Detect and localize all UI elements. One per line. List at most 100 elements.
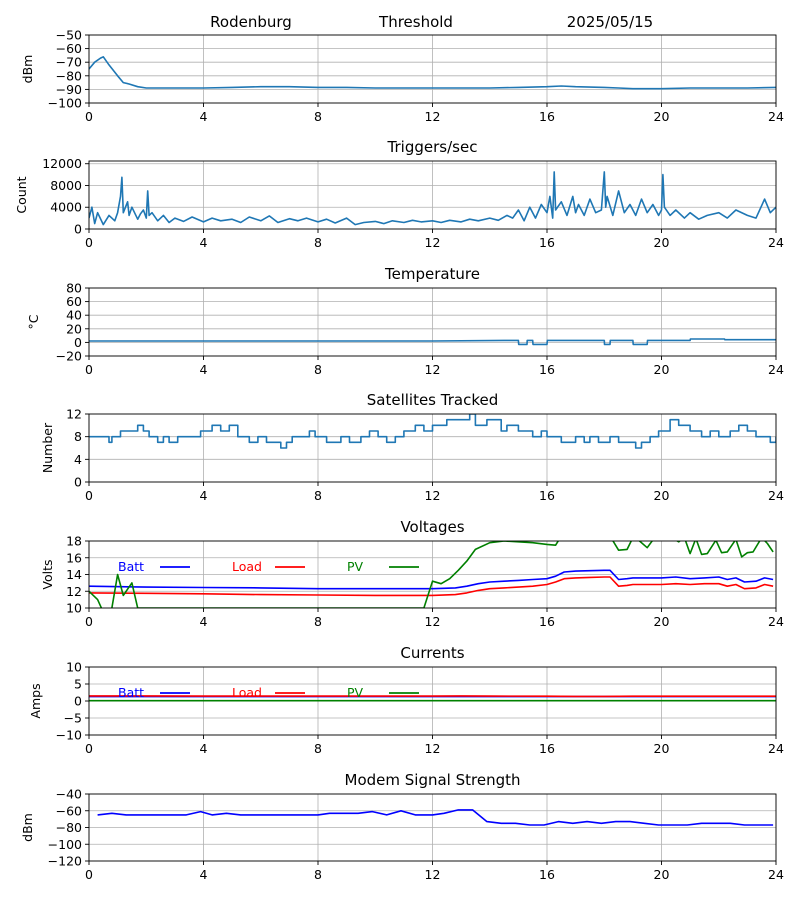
header-station: Rodenburg xyxy=(210,13,292,31)
y-tick-label: −80 xyxy=(56,68,82,83)
panel-title: Voltages xyxy=(400,518,464,536)
x-tick-label: 16 xyxy=(539,235,555,250)
x-tick-label: 24 xyxy=(768,741,784,756)
y-tick-label: −10 xyxy=(56,728,82,743)
x-tick-label: 8 xyxy=(314,867,322,882)
legend-label-load: Load xyxy=(232,685,262,700)
series-line-temperature xyxy=(89,338,776,346)
y-tick-label: 80 xyxy=(66,281,82,296)
legend-label-pv: PV xyxy=(347,685,364,700)
y-tick-label: −50 xyxy=(56,28,82,43)
panel-modem: 0 4 8 12 16 20 24 −120 −100 −80 −60−40 Modem Signal… xyxy=(20,771,784,882)
x-tick-label: 12 xyxy=(425,488,441,503)
y-tick-label: 8000 xyxy=(50,178,82,193)
figure-header: Rodenburg Threshold 2025/05/15 xyxy=(210,13,653,31)
y-tick-label: 14 xyxy=(66,567,82,582)
series-line-batt xyxy=(89,569,774,590)
x-tick-label: 12 xyxy=(425,867,441,882)
y-tick-label: −120 xyxy=(48,854,82,869)
series-group xyxy=(89,541,774,608)
x-tick-label: 12 xyxy=(425,235,441,250)
y-tick-label: 4 xyxy=(74,452,82,467)
y-tick-label: 10 xyxy=(66,601,82,616)
y-tick-label: 20 xyxy=(66,321,82,336)
panel-title: Temperature xyxy=(384,265,480,283)
y-tick-label: −60 xyxy=(56,41,82,56)
y-axis-label: Volts xyxy=(40,559,55,589)
x-tick-label: 0 xyxy=(85,741,93,756)
x-tick-label: 8 xyxy=(314,614,322,629)
x-tick-label: 4 xyxy=(200,867,208,882)
x-tick-label: 12 xyxy=(425,614,441,629)
y-tick-label: 4000 xyxy=(50,200,82,215)
legend-label-load: Load xyxy=(232,559,262,574)
x-tick-label: 8 xyxy=(314,488,322,503)
grid-lines xyxy=(88,34,777,104)
x-tick-label: 4 xyxy=(200,488,208,503)
x-tick-label: 8 xyxy=(314,741,322,756)
x-tick-label: 16 xyxy=(539,488,555,503)
series-line-load xyxy=(89,576,774,597)
y-tick-label: −5 xyxy=(64,711,82,726)
x-tick-label: 24 xyxy=(768,109,784,124)
series-group xyxy=(89,171,776,226)
x-tick-label: 20 xyxy=(654,362,670,377)
panel-title: Currents xyxy=(400,644,464,662)
y-axis-label: dBm xyxy=(20,55,35,84)
y-tick-label: 16 xyxy=(66,550,82,565)
panel-title: Triggers/sec xyxy=(387,138,478,156)
panel-noise: 0 4 8 12 16 20 24 −100−90−80−70−60−50 dBm xyxy=(20,28,784,125)
x-tick-label: 4 xyxy=(200,109,208,124)
y-tick-label: 0 xyxy=(74,475,82,490)
panel-title: Modem Signal Strength xyxy=(345,771,521,789)
x-tick-label: 0 xyxy=(85,362,93,377)
legend-label-batt: Batt xyxy=(118,685,144,700)
grid-lines xyxy=(88,540,777,609)
x-tick-label: 20 xyxy=(654,109,670,124)
y-axis-label: dBm xyxy=(20,813,35,842)
y-tick-label: −40 xyxy=(56,787,82,802)
x-tick-label: 12 xyxy=(425,362,441,377)
y-tick-label: 12000 xyxy=(42,156,82,171)
panel-satellites: 0 4 8 12 16 20 24 0 4 8 12 Satellites Tracked Number xyxy=(40,391,784,503)
x-tick-label: 12 xyxy=(425,741,441,756)
grid-lines xyxy=(88,793,777,862)
x-tick-label: 0 xyxy=(85,109,93,124)
x-tick-label: 4 xyxy=(200,614,208,629)
y-tick-label: 0 xyxy=(74,694,82,709)
y-tick-label: 10 xyxy=(66,660,82,675)
x-tick-label: 16 xyxy=(539,109,555,124)
y-axis-label: °C xyxy=(26,314,41,329)
grid-lines xyxy=(88,161,777,230)
series-line-pv xyxy=(89,541,774,608)
y-axis-label: Number xyxy=(40,422,55,473)
x-tick-label: 4 xyxy=(200,362,208,377)
x-tick-label: 0 xyxy=(85,614,93,629)
series-group xyxy=(89,695,776,702)
x-tick-label: 20 xyxy=(654,614,670,629)
y-tick-label: 60 xyxy=(66,294,82,309)
y-tick-label: 0 xyxy=(74,222,82,237)
y-tick-label: −100 xyxy=(48,96,82,111)
y-tick-label: 5 xyxy=(74,677,82,692)
y-tick-label: −80 xyxy=(56,820,82,835)
series-group xyxy=(89,338,776,346)
y-tick-label: 40 xyxy=(66,308,82,323)
x-tick-label: 24 xyxy=(768,488,784,503)
x-tick-label: 20 xyxy=(654,488,670,503)
panel-title: Satellites Tracked xyxy=(367,391,498,409)
x-tick-label: 8 xyxy=(314,235,322,250)
series-group xyxy=(89,414,776,449)
header-mode: Threshold xyxy=(378,13,453,31)
x-tick-label: 16 xyxy=(539,867,555,882)
x-tick-label: 0 xyxy=(85,488,93,503)
y-tick-label: −90 xyxy=(56,82,82,97)
x-tick-label: 24 xyxy=(768,362,784,377)
y-tick-label: 18 xyxy=(66,534,82,549)
x-tick-label: 16 xyxy=(539,614,555,629)
x-tick-label: 0 xyxy=(85,867,93,882)
